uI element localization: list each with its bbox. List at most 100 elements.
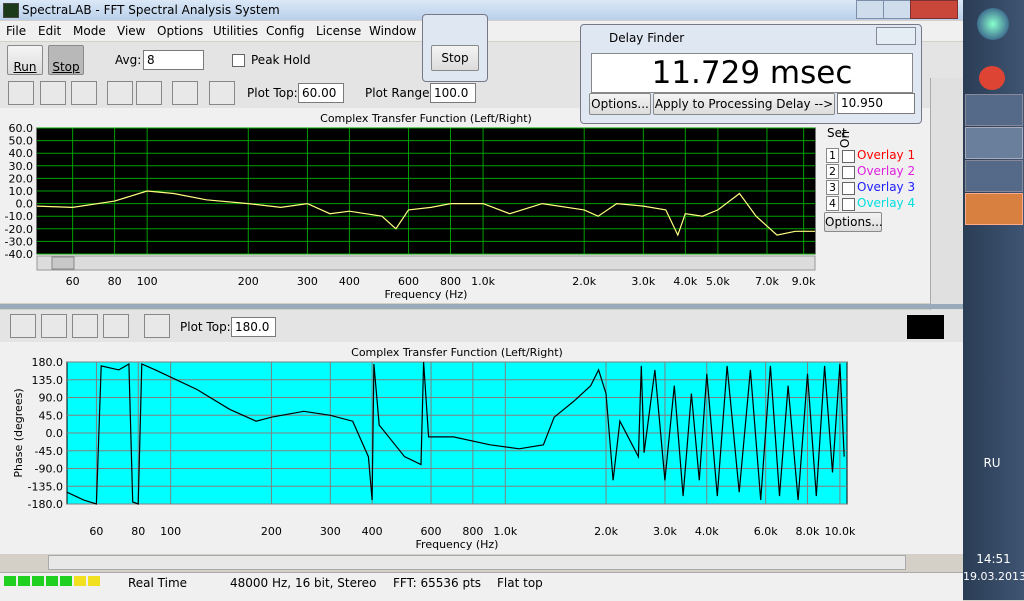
delay-options[interactable]: Options... <box>589 93 651 115</box>
task-4[interactable] <box>965 193 1023 225</box>
plot-title: Complex Transfer Function (Left/Right) <box>320 112 532 125</box>
menu-item[interactable]: File <box>6 24 27 38</box>
task-1[interactable] <box>965 94 1023 126</box>
delay-finder: Delay Finder 11.729 msec Options... Appl… <box>580 24 922 124</box>
clock-date: 19.03.2013 <box>963 570 1024 583</box>
menu-item[interactable]: Config <box>266 24 305 38</box>
menu-item[interactable]: View <box>117 24 146 38</box>
task-2[interactable] <box>965 127 1023 159</box>
x-tick-label: 2.0k <box>572 275 596 288</box>
y-tick-label: -45.0 <box>35 445 63 458</box>
trace <box>36 190 815 237</box>
overlay-set[interactable]: 3 <box>826 180 839 195</box>
y-tick-label: -90.0 <box>35 463 63 476</box>
scrollbar[interactable] <box>36 255 816 271</box>
signal-icon[interactable] <box>907 315 944 339</box>
start-button[interactable] <box>977 8 1009 40</box>
x-tick-label: 60 <box>66 275 80 288</box>
x-tick-label: 60 <box>89 525 103 538</box>
zoom-full[interactable] <box>71 81 97 105</box>
h-scrollbar[interactable] <box>48 555 906 570</box>
y-tick-label: -180.0 <box>28 498 63 511</box>
minimize[interactable] <box>856 0 884 19</box>
x-tick-label: 100 <box>137 275 158 288</box>
plot-range-input[interactable]: 100.0 <box>430 83 476 103</box>
status-window: Flat top <box>497 576 543 590</box>
x-tick-label: 9.0k <box>792 275 816 288</box>
overlay-set[interactable]: 4 <box>826 196 839 211</box>
delay-options-label: Options... <box>591 97 649 111</box>
y-tick-label: -10.0 <box>5 210 33 223</box>
overlay-checkbox[interactable] <box>842 198 855 211</box>
menu-item[interactable]: Mode <box>73 24 106 38</box>
overlay-panel: Set On 1 Overlay 1 2 Overlay 2 3 Overlay 3 4 Ov… <box>822 118 922 236</box>
avg-combo[interactable]: 8 <box>143 50 204 70</box>
x-tick-label: 600 <box>421 525 442 538</box>
delay-close[interactable] <box>876 27 916 45</box>
close[interactable] <box>910 0 958 19</box>
plot-title: Complex Transfer Function (Left/Right) <box>351 346 563 359</box>
delay-input[interactable]: 10.950 <box>837 93 915 114</box>
language[interactable]: RU <box>983 456 1001 470</box>
menu-item[interactable]: Window <box>369 24 417 38</box>
x-tick-label: 8.0k <box>796 525 820 538</box>
overlay-label: Overlay 3 <box>857 180 916 194</box>
zoom-in[interactable] <box>8 81 34 105</box>
overlay-label: Overlay 2 <box>857 164 916 178</box>
x-tick-label: 800 <box>462 525 483 538</box>
menu-item[interactable]: Options <box>157 24 204 38</box>
y-tick-label: 90.0 <box>39 392 64 405</box>
overlay-checkbox[interactable] <box>842 166 855 179</box>
menu-item[interactable]: Utilities <box>213 24 259 38</box>
phase-plot-top-input[interactable]: 180.0 <box>231 317 276 337</box>
x-tick-label: 80 <box>108 275 122 288</box>
task-3[interactable] <box>965 160 1023 192</box>
menu-item[interactable]: Edit <box>38 24 62 38</box>
y-tick-label: 40.0 <box>9 147 34 160</box>
overlay-set[interactable]: 1 <box>826 148 839 163</box>
table-2[interactable] <box>144 314 170 338</box>
y-tick-label: -135.0 <box>28 480 63 493</box>
level-meter <box>4 576 74 586</box>
status-mode: Real Time <box>128 576 188 590</box>
line-mode[interactable] <box>107 81 133 105</box>
peak-hold-label: Peak Hold <box>251 53 311 67</box>
zoom-in-2[interactable] <box>41 314 67 338</box>
popup-stop[interactable]: Stop <box>431 45 479 71</box>
x-tick-label: 300 <box>297 275 318 288</box>
peak-hold-checkbox[interactable] <box>232 54 245 67</box>
stop-label: Stop <box>52 60 80 74</box>
x-tick-label: 1.0k <box>493 525 517 538</box>
overlay-options[interactable]: Options... <box>824 212 883 232</box>
y-tick-label: 60.0 <box>9 122 34 135</box>
phase-plot-top-label: Plot Top: <box>180 320 231 334</box>
zoom-out[interactable] <box>40 81 66 105</box>
scale[interactable] <box>209 81 235 105</box>
overlay-checkbox[interactable] <box>842 150 855 163</box>
zoom-full-2[interactable] <box>103 314 129 338</box>
maximize[interactable] <box>883 0 911 19</box>
y-tick-label: 135.0 <box>32 374 64 387</box>
y-axis-label: Phase (degrees) <box>12 388 25 477</box>
x-axis-label: Frequency (Hz) <box>385 288 468 301</box>
bar-mode[interactable] <box>136 81 162 105</box>
run-button[interactable]: Run <box>7 45 43 75</box>
delay-reading: 11.729 msec <box>591 53 913 93</box>
overlay-label: Overlay 1 <box>857 148 916 162</box>
zoom-out-2[interactable] <box>72 314 98 338</box>
zoom[interactable] <box>10 314 36 338</box>
apply-delay[interactable]: Apply to Processing Delay --> <box>653 93 835 115</box>
delay-finder-title: Delay Finder <box>609 31 685 45</box>
menu-item[interactable]: License <box>316 24 362 38</box>
table[interactable] <box>172 81 198 105</box>
y-tick-label: 0.0 <box>16 198 34 211</box>
x-tick-label: 600 <box>398 275 419 288</box>
plot-top-input[interactable]: 60.00 <box>298 83 344 103</box>
stop-popup: Stop <box>422 14 488 82</box>
overlay-set[interactable]: 2 <box>826 164 839 179</box>
delay-input-value: 10.950 <box>841 96 883 110</box>
browser-icon[interactable] <box>979 66 1005 90</box>
level-meter-high <box>74 576 102 586</box>
overlay-checkbox[interactable] <box>842 182 855 195</box>
stop-button[interactable]: Stop <box>48 45 84 75</box>
